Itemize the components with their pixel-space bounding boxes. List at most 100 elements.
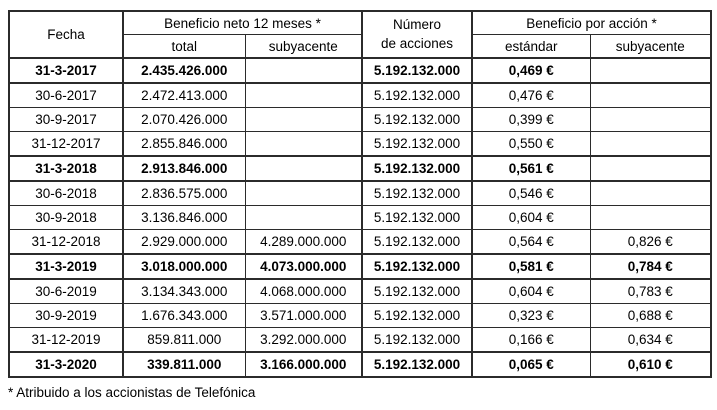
cell-total: 2.913.846.000 bbox=[122, 155, 246, 182]
footnote: * Atribuido a los accionistas de Telefón… bbox=[8, 385, 256, 400]
header-row-sub: total subyacente estándar subyacente bbox=[9, 34, 712, 59]
cell-subyacente-accion bbox=[589, 107, 712, 132]
header-fecha: Fecha bbox=[8, 10, 124, 59]
table-body: 31-3-2017 2.435.426.000 5.192.132.000 0,469… bbox=[8, 57, 712, 378]
cell-num-acciones: 5.192.132.000 bbox=[361, 155, 473, 182]
cell-fecha: 31-3-2019 bbox=[8, 253, 124, 280]
table-row: 31-12-2017 2.855.846.000 5.192.132.000 0,55… bbox=[8, 131, 712, 157]
cell-estandar: 0,469 € bbox=[471, 57, 591, 84]
cell-subyacente-accion bbox=[589, 57, 712, 84]
header-beneficio-accion-group: Beneficio por acción * bbox=[471, 10, 712, 35]
cell-estandar: 0,476 € bbox=[471, 82, 591, 108]
header-numero-line1: Número bbox=[392, 17, 441, 33]
cell-total: 2.929.000.000 bbox=[122, 229, 246, 255]
cell-num-acciones: 5.192.132.000 bbox=[361, 107, 473, 132]
cell-subyacente-accion: 0,688 € bbox=[589, 303, 712, 328]
cell-subyacente-neto bbox=[244, 107, 363, 132]
cell-fecha: 30-9-2017 bbox=[8, 107, 124, 132]
cell-estandar: 0,581 € bbox=[471, 253, 591, 280]
cell-subyacente-accion: 0,784 € bbox=[589, 253, 712, 280]
cell-subyacente-accion: 0,634 € bbox=[589, 327, 712, 353]
table-row: 31-3-2018 2.913.846.000 5.192.132.000 0,561… bbox=[8, 155, 712, 182]
header-numero-acciones: Número de acciones bbox=[361, 10, 473, 59]
cell-subyacente-accion: 0,783 € bbox=[589, 278, 712, 304]
cell-fecha: 31-3-2020 bbox=[8, 351, 124, 378]
cell-fecha: 30-6-2018 bbox=[8, 180, 124, 206]
cell-subyacente-neto: 4.073.000.000 bbox=[244, 253, 363, 280]
cell-num-acciones: 5.192.132.000 bbox=[361, 131, 473, 157]
cell-num-acciones: 5.192.132.000 bbox=[361, 278, 473, 304]
table-row: 30-9-2019 1.676.343.000 3.571.000.000 5.192… bbox=[8, 303, 712, 328]
table-row: 30-6-2018 2.836.575.000 5.192.132.000 0,546… bbox=[8, 180, 712, 206]
cell-fecha: 30-6-2017 bbox=[8, 82, 124, 108]
cell-subyacente-neto: 4.289.000.000 bbox=[244, 229, 363, 255]
cell-estandar: 0,561 € bbox=[471, 155, 591, 182]
cell-subyacente-neto: 3.292.000.000 bbox=[244, 327, 363, 353]
cell-subyacente-accion: 0,826 € bbox=[589, 229, 712, 255]
cell-fecha: 31-3-2018 bbox=[8, 155, 124, 182]
cell-total: 2.855.846.000 bbox=[122, 131, 246, 157]
cell-fecha: 31-12-2017 bbox=[8, 131, 124, 157]
cell-estandar: 0,166 € bbox=[471, 327, 591, 353]
cell-total: 1.676.343.000 bbox=[122, 303, 246, 328]
header-beneficio-neto-group: Beneficio neto 12 meses * bbox=[122, 10, 363, 35]
header-numero-line2: de acciones bbox=[380, 35, 454, 51]
header-subyacente-neto: subyacente bbox=[244, 34, 363, 59]
table-row: 31-12-2019 859.811.000 3.292.000.000 5.192.… bbox=[8, 327, 712, 353]
cell-fecha: 30-9-2019 bbox=[8, 303, 124, 328]
table-header: Fecha Beneficio neto 12 meses * Número de… bbox=[8, 10, 712, 59]
cell-estandar: 0,065 € bbox=[471, 351, 591, 378]
cell-subyacente-neto: 4.068.000.000 bbox=[244, 278, 363, 304]
cell-estandar: 0,546 € bbox=[471, 180, 591, 206]
cell-estandar: 0,550 € bbox=[471, 131, 591, 157]
table-row: 30-6-2019 3.134.343.000 4.068.000.000 5.192… bbox=[8, 278, 712, 304]
cell-subyacente-accion: 0,610 € bbox=[589, 351, 712, 378]
cell-total: 2.435.426.000 bbox=[122, 57, 246, 84]
header-row-groups: Fecha Beneficio neto 12 meses * Número de… bbox=[8, 10, 712, 59]
cell-subyacente-accion bbox=[589, 155, 712, 182]
cell-total: 2.070.426.000 bbox=[122, 107, 246, 132]
table-row: 31-3-2020 339.811.000 3.166.000.000 5.192.1… bbox=[8, 351, 712, 378]
cell-subyacente-neto bbox=[244, 205, 363, 230]
cell-fecha: 31-12-2018 bbox=[8, 229, 124, 255]
header-estandar: estándar bbox=[471, 34, 591, 59]
table-row: 31-12-2018 2.929.000.000 4.289.000.000 5.19… bbox=[8, 229, 712, 255]
cell-subyacente-neto: 3.166.000.000 bbox=[244, 351, 363, 378]
cell-num-acciones: 5.192.132.000 bbox=[361, 253, 473, 280]
table-row: 31-3-2019 3.018.000.000 4.073.000.000 5.192… bbox=[8, 253, 712, 280]
cell-subyacente-neto: 3.571.000.000 bbox=[244, 303, 363, 328]
cell-total: 339.811.000 bbox=[122, 351, 246, 378]
cell-num-acciones: 5.192.132.000 bbox=[361, 351, 473, 378]
table-row: 30-9-2018 3.136.846.000 5.192.132.000 0,604… bbox=[8, 205, 712, 230]
cell-estandar: 0,604 € bbox=[471, 205, 591, 230]
cell-num-acciones: 5.192.132.000 bbox=[361, 229, 473, 255]
cell-total: 3.136.846.000 bbox=[122, 205, 246, 230]
cell-estandar: 0,399 € bbox=[471, 107, 591, 132]
cell-num-acciones: 5.192.132.000 bbox=[361, 327, 473, 353]
cell-fecha: 31-12-2019 bbox=[8, 327, 124, 353]
cell-num-acciones: 5.192.132.000 bbox=[361, 303, 473, 328]
cell-total: 2.472.413.000 bbox=[122, 82, 246, 108]
cell-subyacente-accion bbox=[589, 82, 712, 108]
header-subyacente-accion: subyacente bbox=[589, 34, 712, 59]
cell-subyacente-neto bbox=[244, 57, 363, 84]
cell-subyacente-accion bbox=[589, 180, 712, 206]
cell-estandar: 0,564 € bbox=[471, 229, 591, 255]
page: Fecha Beneficio neto 12 meses * Número de… bbox=[8, 10, 712, 400]
cell-subyacente-neto bbox=[244, 155, 363, 182]
header-total: total bbox=[122, 34, 246, 59]
cell-num-acciones: 5.192.132.000 bbox=[361, 57, 473, 84]
cell-subyacente-accion bbox=[589, 131, 712, 157]
cell-fecha: 30-9-2018 bbox=[8, 205, 124, 230]
cell-subyacente-neto bbox=[244, 82, 363, 108]
cell-subyacente-accion bbox=[589, 205, 712, 230]
cell-total: 2.836.575.000 bbox=[122, 180, 246, 206]
cell-fecha: 31-3-2017 bbox=[8, 57, 124, 84]
table-row: 30-9-2017 2.070.426.000 5.192.132.000 0,399… bbox=[8, 107, 712, 132]
cell-total: 3.134.343.000 bbox=[122, 278, 246, 304]
cell-fecha: 30-6-2019 bbox=[8, 278, 124, 304]
financial-table: Fecha Beneficio neto 12 meses * Número de… bbox=[8, 10, 712, 378]
cell-num-acciones: 5.192.132.000 bbox=[361, 205, 473, 230]
cell-num-acciones: 5.192.132.000 bbox=[361, 82, 473, 108]
table-row: 31-3-2017 2.435.426.000 5.192.132.000 0,469… bbox=[8, 57, 712, 84]
